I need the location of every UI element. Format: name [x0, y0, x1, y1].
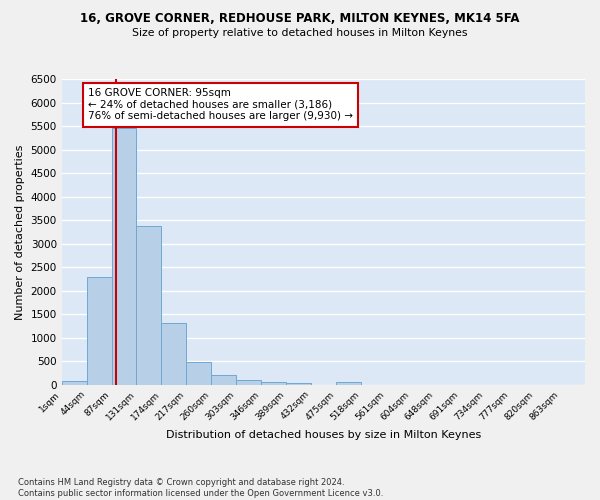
Bar — [211, 376, 236, 384]
Bar — [336, 382, 361, 384]
Bar — [112, 128, 136, 384]
Text: 16 GROVE CORNER: 95sqm
← 24% of detached houses are smaller (3,186)
76% of semi-: 16 GROVE CORNER: 95sqm ← 24% of detached… — [88, 88, 353, 122]
Y-axis label: Number of detached properties: Number of detached properties — [15, 144, 25, 320]
Bar — [136, 226, 161, 384]
Text: 16, GROVE CORNER, REDHOUSE PARK, MILTON KEYNES, MK14 5FA: 16, GROVE CORNER, REDHOUSE PARK, MILTON … — [80, 12, 520, 26]
X-axis label: Distribution of detached houses by size in Milton Keynes: Distribution of detached houses by size … — [166, 430, 481, 440]
Bar — [261, 382, 286, 384]
Text: Contains HM Land Registry data © Crown copyright and database right 2024.
Contai: Contains HM Land Registry data © Crown c… — [18, 478, 383, 498]
Bar — [86, 276, 112, 384]
Bar — [236, 380, 261, 384]
Bar — [186, 362, 211, 384]
Text: Size of property relative to detached houses in Milton Keynes: Size of property relative to detached ho… — [132, 28, 468, 38]
Bar — [161, 322, 186, 384]
Bar — [62, 382, 86, 384]
